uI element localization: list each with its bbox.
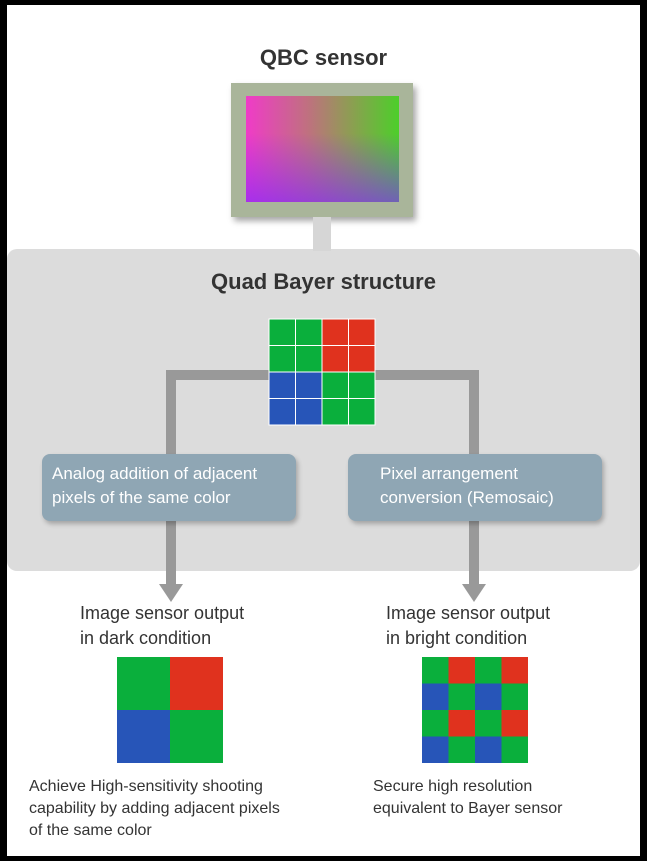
label-line-1: Image sensor output: [386, 603, 551, 623]
sensor-chip: [246, 96, 399, 202]
pixel-red: [348, 318, 376, 346]
process-line-2: pixels of the same color: [52, 488, 231, 507]
diagram-canvas: QBC sensor Quad Bayer structure Analog a…: [7, 5, 640, 856]
pixel-green: [321, 398, 349, 426]
analog-addition-box: Analog addition of adjacent pixels of th…: [42, 454, 296, 521]
desc-line-3: of the same color: [29, 822, 152, 839]
pixel-green: [170, 710, 223, 763]
pixel-green: [422, 657, 449, 684]
pixel-green: [448, 683, 475, 710]
right-arrow-head: [462, 584, 486, 602]
pixel-blue: [295, 371, 323, 399]
label-line-2: in dark condition: [80, 628, 212, 648]
pixel-red: [170, 657, 223, 710]
process-line-2: conversion (Remosaic): [380, 488, 554, 507]
pixel-green: [348, 371, 376, 399]
sensor-connector: [313, 217, 331, 251]
sensor-title: QBC sensor: [259, 45, 388, 70]
label-line-2: in bright condition: [386, 628, 528, 648]
dark-output-grid: [117, 657, 223, 763]
dark-output-description: Achieve High-sensitivity shooting capabi…: [29, 776, 329, 842]
pixel-red: [501, 657, 528, 684]
bright-output-description: Secure high resolution equivalent to Bay…: [373, 776, 633, 820]
pixel-blue: [422, 736, 449, 763]
pixel-green: [321, 371, 349, 399]
pixel-blue: [475, 736, 502, 763]
pixel-green: [117, 657, 170, 710]
pixel-green: [501, 736, 528, 763]
pixel-red: [321, 318, 349, 346]
quad-bayer-title: Quad Bayer structure: [211, 269, 436, 294]
pixel-red: [448, 657, 475, 684]
process-line-1: Analog addition of adjacent: [52, 464, 258, 483]
pixel-red: [448, 710, 475, 737]
pixel-green: [295, 318, 323, 346]
pixel-green: [475, 710, 502, 737]
pixel-red: [321, 345, 349, 373]
pixel-green: [422, 710, 449, 737]
pixel-green: [448, 736, 475, 763]
pixel-green: [348, 398, 376, 426]
pixel-blue: [117, 710, 170, 763]
bright-output-grid: [422, 657, 528, 763]
desc-line-2: equivalent to Bayer sensor: [373, 800, 563, 817]
pixel-green: [268, 318, 296, 346]
pixel-red: [348, 345, 376, 373]
desc-line-1: Achieve High-sensitivity shooting: [29, 778, 263, 795]
pixel-green: [268, 345, 296, 373]
pixel-green: [501, 683, 528, 710]
quad-bayer-grid: [268, 318, 376, 426]
pixel-blue: [422, 683, 449, 710]
process-line-1: Pixel arrangement: [380, 464, 518, 483]
pixel-green: [475, 657, 502, 684]
pixel-blue: [475, 683, 502, 710]
desc-line-2: capability by adding adjacent pixels: [29, 800, 280, 817]
pixel-blue: [295, 398, 323, 426]
desc-line-1: Secure high resolution: [373, 778, 533, 795]
pixel-blue: [268, 371, 296, 399]
left-arrow-head: [159, 584, 183, 602]
diagram-graphics: [117, 318, 528, 763]
pixel-blue: [268, 398, 296, 426]
pixel-green: [295, 345, 323, 373]
dark-output-label: Image sensor output in dark condition: [80, 601, 244, 651]
bright-output-label: Image sensor output in bright condition: [386, 601, 550, 651]
pixel-red: [501, 710, 528, 737]
label-line-1: Image sensor output: [80, 603, 245, 623]
remosaic-box: Pixel arrangement conversion (Remosaic): [348, 454, 602, 521]
